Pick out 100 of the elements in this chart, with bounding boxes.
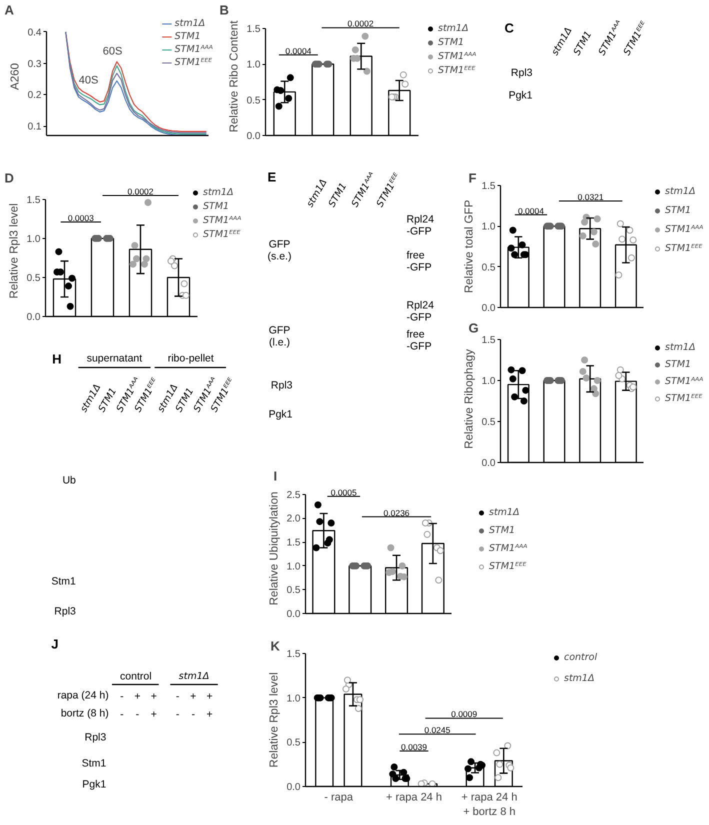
- legend-label: STM1ᴬᴬᴬ: [489, 542, 528, 555]
- legend-label: STM1ᴱᴱᴱ: [203, 228, 240, 241]
- text: -: [176, 708, 180, 720]
- annotation: 60S: [102, 46, 122, 58]
- y-tick-label: 1.5: [246, 24, 261, 35]
- annotation: 0.0236: [384, 508, 410, 518]
- legend-label: stm1Δ: [174, 17, 206, 30]
- chart-title: K: [270, 638, 280, 654]
- text: bortz (8 h): [60, 708, 109, 720]
- annotation: 0.0245: [424, 725, 451, 736]
- y-tick-label: 1.0: [26, 234, 41, 245]
- y-tick-label: 0.0: [482, 303, 496, 314]
- y-tick-label: 0.2: [28, 90, 42, 102]
- text: +: [206, 690, 213, 702]
- legend-label: stm1Δ: [564, 672, 594, 685]
- text: -: [191, 708, 196, 720]
- legend-label: STM1: [665, 358, 692, 371]
- y-tick-label: 0.0: [246, 131, 261, 142]
- text: supernatant: [86, 352, 142, 364]
- text: Rpl24 -GFP: [406, 214, 434, 238]
- y-tick-label: 1.5: [482, 181, 496, 192]
- y-axis-title: Relative Rpl3 level: [8, 203, 21, 299]
- y-tick-label: 1.0: [246, 60, 261, 71]
- legend-label: STM1: [174, 30, 201, 43]
- y-tick-label: 0.5: [286, 585, 301, 596]
- chart-title: I: [274, 468, 278, 484]
- text: Pgk1: [82, 778, 106, 790]
- text: control: [120, 670, 152, 682]
- legend-label: STM1: [203, 200, 230, 213]
- annotation: 0.0004: [285, 46, 312, 56]
- y-tick-label: 1.5: [482, 334, 496, 346]
- text: Rpl3: [270, 380, 293, 392]
- annotation: 0.0009: [451, 709, 478, 720]
- y-tick-label: 1.0: [482, 222, 496, 233]
- text: Pgk1: [268, 408, 293, 420]
- annotation: 0.0003: [68, 213, 94, 224]
- legend-label: STM1ᴱᴱᴱ: [174, 56, 212, 69]
- y-tick-label: 0.0: [26, 312, 41, 323]
- text: Rpl3: [54, 606, 76, 618]
- legend-label: STM1ᴬᴬᴬ: [174, 43, 213, 56]
- y-axis-title: Relative Ribo Content: [228, 20, 241, 132]
- y-tick-label: 1.5: [26, 194, 41, 206]
- y-tick-label: 0.3: [28, 58, 42, 70]
- y-tick-label: 0.5: [482, 416, 496, 428]
- y-tick-label: 1.5: [286, 649, 301, 660]
- y-tick-label: 0.1: [28, 122, 42, 133]
- annotation: 0.0004: [518, 206, 544, 216]
- y-axis-title: Relative Ribophagy: [464, 348, 476, 449]
- y-tick-label: 2.5: [286, 490, 301, 501]
- chart-title: F: [468, 170, 476, 186]
- chart-title: A: [4, 2, 14, 18]
- y-tick-label: 0.5: [286, 738, 301, 749]
- y-axis-title: Relative total GFP: [464, 200, 476, 294]
- text: E: [268, 170, 276, 184]
- text: free -GFP: [406, 250, 432, 274]
- text: Pgk1: [508, 89, 533, 102]
- legend-label: STM1: [438, 36, 464, 49]
- text: GFP (s.e.): [268, 238, 292, 262]
- text: -: [120, 708, 124, 720]
- legend-label: STM1ᴬᴬᴬ: [438, 50, 476, 63]
- text: Stm1: [82, 758, 106, 770]
- text: -: [136, 708, 140, 720]
- text: +: [134, 690, 140, 702]
- legend-label: stm1Δ: [665, 185, 696, 198]
- y-tick-label: 1.0: [286, 693, 301, 704]
- chart-title: D: [4, 170, 14, 186]
- text: ribo-pellet: [168, 352, 214, 364]
- x-tick-label: + rapa 24 h: [386, 792, 442, 804]
- text: Rpl3: [84, 732, 106, 744]
- text: H: [52, 352, 62, 366]
- text: 0.0002: [128, 186, 154, 196]
- text: Rpl3: [510, 66, 533, 79]
- y-axis-title: Relative Rpl3 level: [268, 672, 281, 768]
- y-tick-label: 0.0: [286, 782, 301, 793]
- text: Ub: [62, 474, 76, 486]
- y-axis-title: Relative Ubiquitylation: [268, 492, 281, 606]
- y-tick-label: 1.0: [482, 376, 496, 387]
- legend-label: STM1ᴱᴱᴱ: [438, 64, 476, 77]
- y-tick-label: 0.4: [28, 27, 42, 38]
- text: J: [51, 636, 58, 652]
- text: Rpl24 -GFP: [406, 300, 434, 324]
- y-tick-label: 1.5: [286, 538, 301, 549]
- annotation: 0.0039: [401, 742, 428, 752]
- legend-label: STM1: [489, 524, 516, 537]
- text: +: [206, 708, 213, 720]
- text: -: [176, 690, 180, 702]
- y-tick-label: 2.0: [286, 514, 301, 525]
- text: GFP (l.e.): [268, 324, 290, 348]
- y-tick-label: 0.5: [482, 262, 496, 274]
- text: +: [150, 708, 157, 720]
- legend-label: control: [564, 652, 598, 664]
- text: free -GFP: [406, 328, 432, 352]
- legend-label: stm1Δ: [489, 506, 520, 519]
- legend-label: stm1Δ: [203, 186, 234, 199]
- y-axis-title: A260: [10, 63, 22, 90]
- annotation: 0.0002: [348, 18, 374, 29]
- annotation: 0.0005: [330, 487, 357, 498]
- text: +: [150, 690, 157, 702]
- y-tick-label: 0.0: [286, 609, 301, 620]
- y-tick-label: 0.5: [246, 95, 261, 106]
